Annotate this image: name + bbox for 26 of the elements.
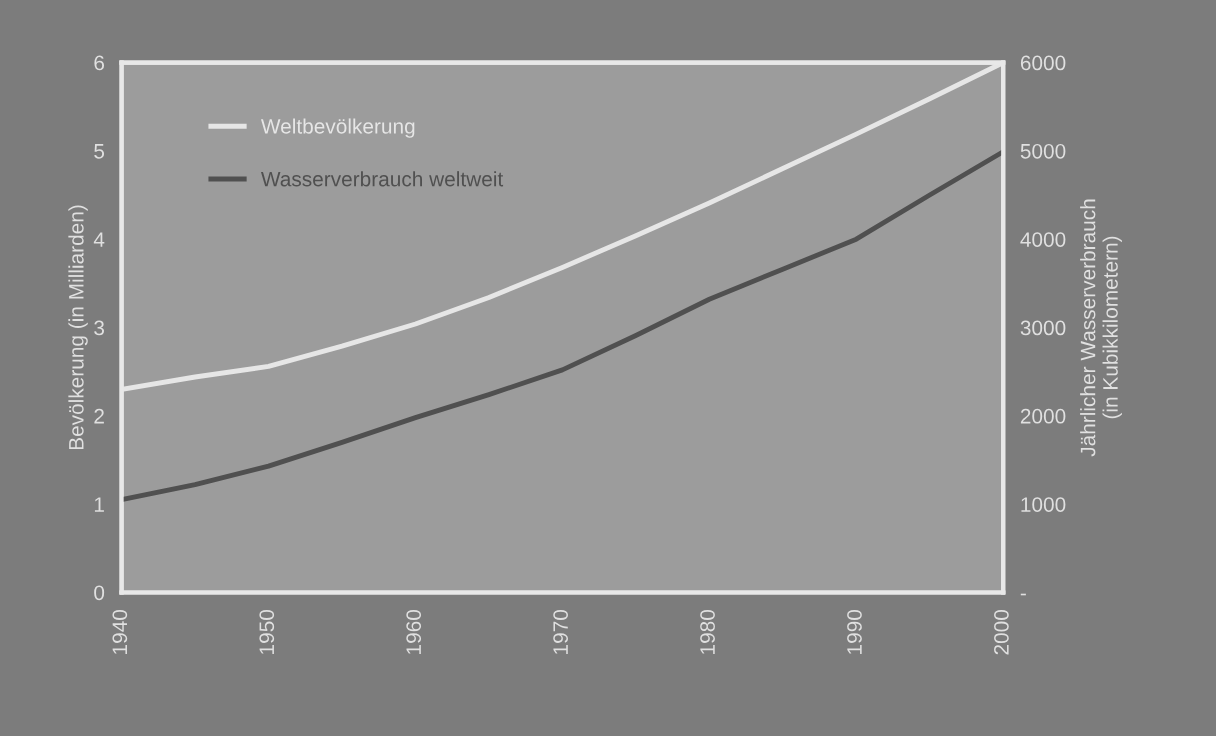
y-axis-title: Bevölkerung (in Milliarden): [68, 205, 88, 450]
legend-label: Wasserverbrauch weltweit: [260, 171, 504, 187]
y-tick-label: 1: [94, 497, 104, 512]
x-tick-label: 1970: [553, 609, 568, 654]
y2-tick-label: 3000: [1020, 320, 1066, 336]
x-tick-label: 2000: [994, 609, 1009, 655]
legend-label: Weltbevölkerung: [260, 118, 415, 138]
y2-tick-label: 4000: [1020, 232, 1066, 247]
y-tick-label: 0: [94, 585, 105, 601]
x-tick-label: 1980: [700, 609, 715, 654]
y-tick-label: 4: [93, 232, 105, 247]
y-tick-label: 2: [94, 408, 104, 424]
y-tick-label: 5: [94, 144, 105, 159]
x-tick-label: 1960: [406, 609, 422, 654]
y2-tick-label: 6000: [1020, 55, 1066, 71]
y2-tick-label: 5000: [1020, 143, 1066, 159]
y2-axis-title: Jährlicher Wasserverbrauch (in Kubikkilometern): [1080, 199, 1122, 457]
y2-tick-label: 1000: [1021, 497, 1066, 512]
y2-tick-label: 2000: [1020, 408, 1066, 424]
x-tick-label: 1990: [847, 609, 862, 654]
x-tick-label: 1940: [112, 609, 128, 654]
line-series: [121, 149, 1004, 503]
y2-tick-label: -: [1020, 593, 1026, 596]
y-tick-label: 6: [94, 55, 105, 71]
y-tick-label: 3: [94, 320, 105, 336]
x-tick-label: 1950: [259, 609, 275, 654]
